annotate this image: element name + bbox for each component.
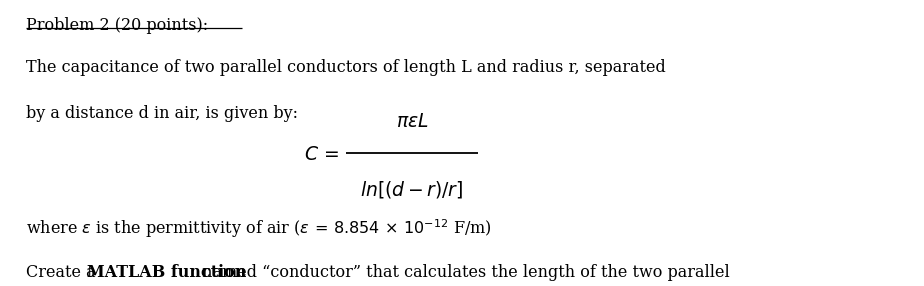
Text: where $\epsilon$ is the permittivity of air ($\epsilon\,=\,8.854\,\times\,10^{-1: where $\epsilon$ is the permittivity of … xyxy=(26,217,492,240)
Text: named “conductor” that calculates the length of the two parallel: named “conductor” that calculates the le… xyxy=(197,263,729,281)
Text: Create a: Create a xyxy=(26,263,101,281)
Text: $C\,=$: $C\,=$ xyxy=(303,145,339,164)
Text: The capacitance of two parallel conductors of length L and radius r, separated: The capacitance of two parallel conducto… xyxy=(26,59,665,76)
Text: MATLAB function: MATLAB function xyxy=(87,263,247,281)
Text: Problem 2 (20 points):: Problem 2 (20 points): xyxy=(26,17,208,34)
Text: $\pi\epsilon L$: $\pi\epsilon L$ xyxy=(395,112,429,132)
Text: $\mathit{ln}[(d-r)/r]$: $\mathit{ln}[(d-r)/r]$ xyxy=(360,179,464,200)
Text: by a distance d in air, is given by:: by a distance d in air, is given by: xyxy=(26,105,298,122)
